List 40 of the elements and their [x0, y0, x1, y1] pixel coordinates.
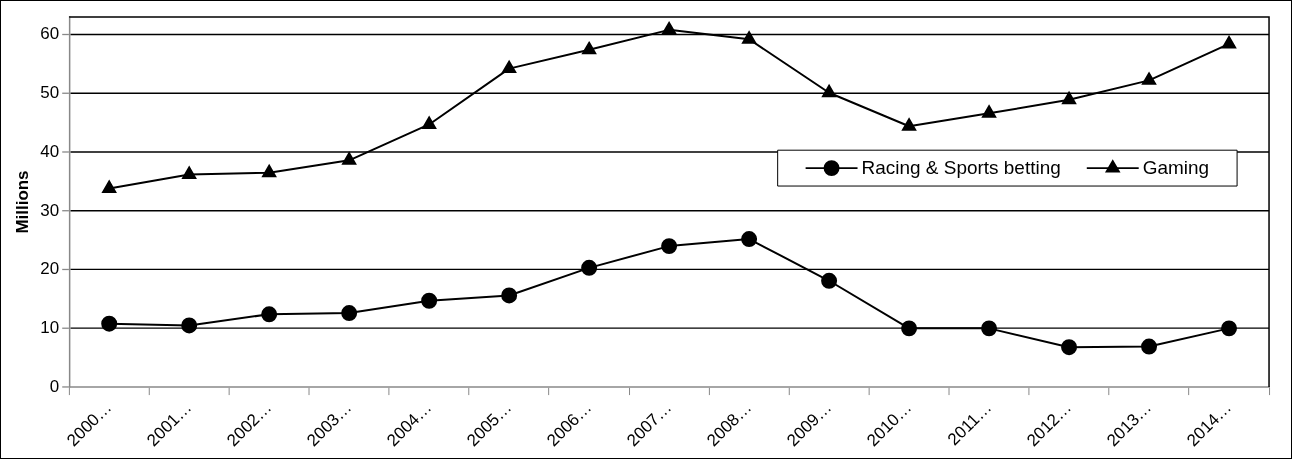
point — [581, 259, 598, 276]
point — [1061, 339, 1078, 356]
point — [662, 21, 677, 35]
point — [421, 292, 438, 309]
y-tick-label: 10 — [40, 318, 60, 338]
legend-label: Gaming — [1142, 157, 1210, 179]
point — [261, 306, 278, 323]
point — [1142, 72, 1157, 85]
y-tick-label: 0 — [49, 376, 60, 396]
legend-label: Racing & Sports betting — [861, 157, 1061, 179]
point — [582, 41, 597, 55]
y-axis-title: Millions — [12, 170, 32, 234]
point — [1141, 338, 1158, 355]
point — [182, 166, 197, 179]
point — [661, 238, 678, 255]
point — [501, 287, 518, 304]
point — [981, 320, 998, 337]
point — [902, 118, 917, 131]
point — [1221, 320, 1238, 337]
point — [821, 272, 838, 289]
point — [422, 116, 437, 129]
y-tick-label: 20 — [40, 259, 60, 279]
y-tick-label: 30 — [40, 200, 60, 220]
point — [342, 152, 357, 165]
point — [901, 320, 918, 337]
point — [1062, 91, 1077, 105]
y-tick-label: 40 — [40, 141, 60, 161]
point — [982, 105, 997, 118]
point — [502, 60, 517, 74]
point — [741, 231, 758, 248]
y-tick-label: 50 — [40, 83, 60, 102]
point — [101, 315, 118, 332]
point — [341, 305, 358, 322]
point — [822, 84, 837, 98]
point — [262, 164, 277, 178]
point — [102, 180, 117, 193]
point — [1221, 35, 1237, 49]
point — [742, 31, 757, 44]
point — [181, 317, 198, 334]
y-tick-label: 60 — [40, 24, 60, 44]
